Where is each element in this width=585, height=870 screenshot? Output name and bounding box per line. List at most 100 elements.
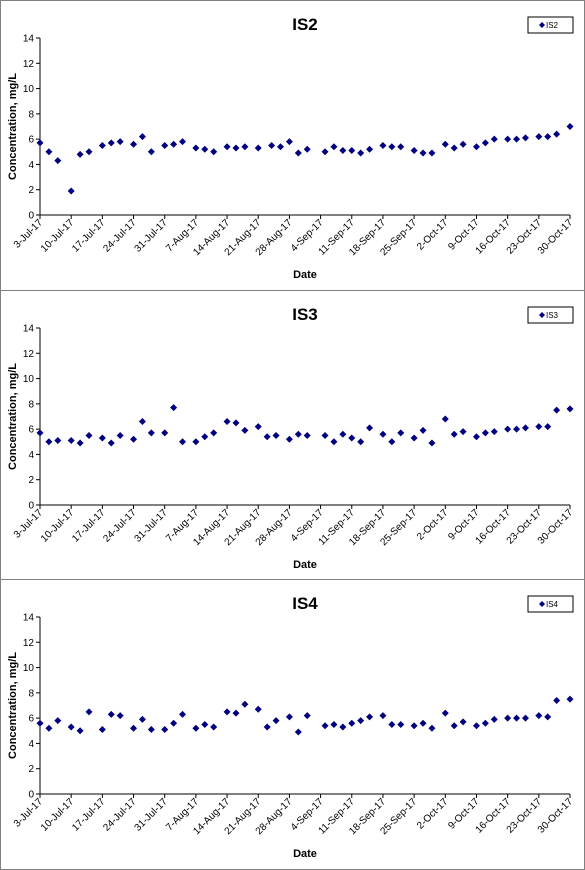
- x-axis-label: Date: [293, 848, 317, 860]
- legend-label: IS4: [546, 600, 559, 609]
- y-tick-label: 0: [28, 501, 34, 512]
- data-point: [36, 139, 44, 147]
- data-point: [210, 429, 218, 437]
- data-point: [535, 712, 543, 720]
- y-axis-label: Concentration, mg/L: [7, 652, 19, 759]
- x-tick-label: 2-Oct-17: [415, 507, 451, 543]
- data-point: [98, 726, 106, 734]
- legend: IS3: [527, 306, 574, 324]
- data-point: [521, 134, 529, 142]
- data-point: [450, 144, 458, 152]
- legend-label: IS2: [546, 21, 559, 30]
- data-point: [294, 149, 302, 157]
- data-point: [419, 426, 427, 434]
- data-point: [285, 435, 293, 443]
- data-point: [161, 429, 169, 437]
- data-point: [54, 437, 62, 445]
- data-point: [366, 424, 374, 432]
- legend-box: [527, 595, 574, 613]
- data-point: [67, 187, 75, 195]
- data-point: [379, 430, 387, 438]
- data-point: [379, 141, 387, 149]
- data-point: [397, 429, 405, 437]
- x-tick-label: 2-Oct-17: [415, 796, 451, 832]
- data-point: [441, 709, 449, 717]
- data-point: [277, 143, 285, 151]
- data-point: [339, 430, 347, 438]
- data-point: [98, 434, 106, 442]
- data-point: [472, 722, 480, 730]
- x-tick-label: 31-Jul-17: [133, 796, 171, 834]
- data-point: [366, 145, 374, 153]
- data-point: [303, 431, 311, 439]
- x-tick-label: 31-Jul-17: [133, 507, 171, 545]
- data-point: [45, 148, 53, 156]
- data-point: [535, 423, 543, 431]
- data-point: [76, 150, 84, 158]
- data-point: [210, 148, 218, 156]
- data-point: [147, 726, 155, 734]
- y-tick-label: 14: [23, 34, 35, 45]
- data-point: [410, 147, 418, 155]
- data-point: [321, 722, 329, 730]
- y-tick-label: 6: [28, 714, 34, 725]
- data-point: [232, 144, 240, 152]
- y-tick-label: 6: [28, 425, 34, 436]
- legend-box: [527, 306, 574, 324]
- x-tick-label: 2-Oct-17: [415, 217, 451, 253]
- data-point: [553, 130, 561, 138]
- data-point: [85, 148, 93, 156]
- data-point: [138, 133, 146, 141]
- chart-panel-is2: IS2 0 2 4 6 8 10 12 14 3-Jul-17 10-Jul-17 17-Jul-17…: [0, 0, 585, 291]
- chart-is3: IS3024681012143-Jul-1710-Jul-1717-Jul-17…: [7, 305, 575, 571]
- data-point: [441, 140, 449, 148]
- data-point: [397, 143, 405, 151]
- data-point: [107, 710, 115, 718]
- data-point: [76, 439, 84, 447]
- data-point: [201, 145, 209, 153]
- data-point: [192, 438, 200, 446]
- legend-marker: [539, 601, 545, 607]
- data-point: [170, 404, 178, 412]
- data-point: [76, 727, 84, 735]
- data-point: [179, 138, 187, 146]
- data-point: [348, 719, 356, 727]
- data-point: [138, 715, 146, 723]
- data-point: [566, 695, 574, 703]
- data-point: [45, 724, 53, 732]
- x-axis-label: Date: [293, 559, 317, 571]
- data-point: [36, 429, 44, 437]
- data-point: [263, 433, 271, 441]
- data-point: [397, 720, 405, 728]
- data-point: [521, 424, 529, 432]
- legend: IS4: [527, 595, 574, 613]
- data-point: [388, 438, 396, 446]
- data-point: [161, 726, 169, 734]
- data-point: [223, 418, 231, 426]
- data-point: [388, 720, 396, 728]
- data-point: [330, 720, 338, 728]
- data-point: [254, 705, 262, 713]
- data-point: [116, 431, 124, 439]
- chart-panel-is3: IS3 0 2 4 6 8 10 12 14 3-Jul-17 10-Jul-17 17-Jul-17…: [0, 290, 585, 580]
- data-point: [459, 140, 467, 148]
- legend-box: [527, 16, 574, 34]
- data-point: [67, 723, 75, 731]
- data-point: [179, 710, 187, 718]
- legend: IS2: [527, 16, 574, 34]
- data-point: [147, 429, 155, 437]
- data-point: [544, 423, 552, 431]
- data-point: [130, 435, 138, 443]
- y-tick-label: 2: [28, 764, 34, 775]
- chart-title: IS2: [292, 15, 318, 34]
- data-point: [263, 723, 271, 731]
- data-point: [339, 147, 347, 155]
- y-tick-label: 2: [28, 475, 34, 486]
- data-point: [339, 723, 347, 731]
- data-point: [513, 135, 521, 143]
- data-point: [254, 423, 262, 431]
- data-point: [294, 430, 302, 438]
- data-point: [504, 714, 512, 722]
- data-point: [357, 149, 365, 157]
- data-point: [285, 713, 293, 721]
